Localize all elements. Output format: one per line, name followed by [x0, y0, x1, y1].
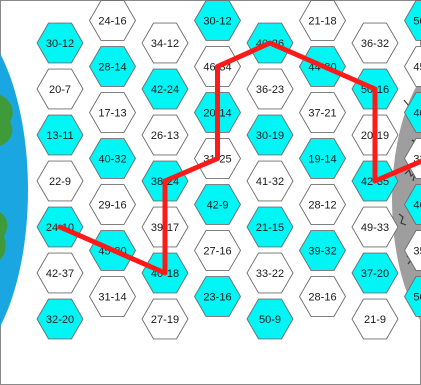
- hex-cell-label: 37-20: [361, 268, 389, 280]
- hex-cell[interactable]: [36, 252, 84, 294]
- hex-cell[interactable]: [298, 184, 347, 225]
- hex-cell[interactable]: [351, 298, 399, 340]
- hex-cell-label: 30-12: [203, 16, 231, 28]
- hex-cell[interactable]: [351, 22, 399, 64]
- route-path-line: [57, 40, 421, 276]
- hex-cell-label: 30-19: [256, 130, 284, 142]
- hex-cell-label: 40-27: [413, 108, 421, 120]
- hex-cell-label: 22-9: [49, 176, 71, 188]
- hex-cell[interactable]: [403, 184, 421, 225]
- hex-cell-label: 26-13: [151, 130, 179, 142]
- hex-cell[interactable]: [246, 114, 294, 156]
- hex-cell-label: 27-19: [151, 314, 179, 326]
- hex-cell-label: 24-16: [98, 16, 126, 28]
- hex-cell[interactable]: [298, 0, 347, 41]
- hex-cell[interactable]: [298, 230, 347, 271]
- hex-cell-label: 28-12: [308, 200, 336, 212]
- hex-cell[interactable]: [193, 230, 242, 271]
- hex-cell[interactable]: [141, 114, 189, 156]
- hex-cell[interactable]: [403, 230, 421, 271]
- hex-cell[interactable]: [193, 184, 242, 225]
- hex-cell[interactable]: [351, 252, 399, 294]
- hex-cell[interactable]: [36, 22, 84, 64]
- hex-cell-label: 32-20: [46, 314, 74, 326]
- hex-cell-label: 42-9: [206, 200, 228, 212]
- hex-cell[interactable]: [88, 92, 137, 133]
- hex-cell[interactable]: [88, 46, 137, 87]
- hex-cell[interactable]: [88, 138, 137, 179]
- hex-cell-label: 29-16: [98, 200, 126, 212]
- hex-cell-label: 40-32: [98, 154, 126, 166]
- hex-cell[interactable]: [246, 68, 294, 110]
- hex-cell-label: 49-33: [361, 222, 389, 234]
- hex-cell-label: 33-18: [413, 154, 421, 166]
- hex-cell[interactable]: [36, 160, 84, 202]
- hex-cell-label: 23-16: [203, 292, 231, 304]
- hex-cell-label: 50-24: [413, 16, 421, 28]
- hex-cell-grid: [36, 0, 421, 340]
- hex-cell[interactable]: [298, 92, 347, 133]
- hex-cell[interactable]: [36, 68, 84, 110]
- hex-cell-label: 36-23: [256, 84, 284, 96]
- hex-cell-label: 30-12: [46, 38, 74, 50]
- hex-cell-label: 33-22: [256, 268, 284, 280]
- hex-cell[interactable]: [246, 160, 294, 202]
- hex-cell[interactable]: [88, 0, 137, 41]
- hex-cell-label: 36-32: [361, 38, 389, 50]
- hex-cell-label: 34-12: [151, 38, 179, 50]
- earth-icon: [0, 53, 28, 327]
- hex-cell-label: 35-26: [413, 246, 421, 258]
- hex-cell[interactable]: [246, 298, 294, 340]
- hex-cell-label: 50-9: [259, 314, 281, 326]
- hex-cell-label: 21-18: [308, 16, 336, 28]
- hex-cell[interactable]: [141, 298, 189, 340]
- hex-cell-label: 17-13: [98, 108, 126, 120]
- hex-cell-label: 39-32: [308, 246, 336, 258]
- hex-cell[interactable]: [88, 276, 137, 317]
- hex-cell-label: 42-24: [151, 84, 179, 96]
- hex-cell-label: 41-32: [256, 176, 284, 188]
- hex-cell[interactable]: [36, 298, 84, 340]
- hex-cell[interactable]: [351, 206, 399, 248]
- hex-cell[interactable]: [403, 92, 421, 133]
- hex-cell[interactable]: [36, 114, 84, 156]
- hex-cell-label: 45-38: [413, 62, 421, 74]
- hex-cell-label: 37-21: [308, 108, 336, 120]
- hex-cell[interactable]: [193, 276, 242, 317]
- hex-cell-label: 50-36: [413, 292, 421, 304]
- hex-cell[interactable]: [141, 68, 189, 110]
- hex-cell[interactable]: [141, 22, 189, 64]
- hex-cell-label: 31-14: [98, 292, 126, 304]
- hex-cell-label: 27-16: [203, 246, 231, 258]
- hex-cell-label: 42-37: [46, 268, 74, 280]
- hex-cell[interactable]: [246, 206, 294, 248]
- hex-cell[interactable]: [246, 252, 294, 294]
- hex-cell[interactable]: [403, 46, 421, 87]
- hex-cell-label: 19-14: [308, 154, 336, 166]
- hex-cell[interactable]: [193, 0, 242, 41]
- hex-cell[interactable]: [403, 138, 421, 179]
- hex-cell-label: 21-15: [256, 222, 284, 234]
- hex-cell[interactable]: [403, 0, 421, 41]
- hex-cell[interactable]: [88, 184, 137, 225]
- hex-cell[interactable]: [298, 276, 347, 317]
- hex-cell-label: 28-14: [98, 62, 126, 74]
- hex-cell-label: 13-11: [46, 130, 73, 142]
- hex-cell-label: 21-9: [364, 314, 386, 326]
- hex-cell-label: 46-29: [413, 200, 421, 212]
- hex-cell-label: 28-16: [308, 292, 336, 304]
- hex-cell[interactable]: [298, 138, 347, 179]
- hex-cell-label: 20-7: [49, 84, 71, 96]
- hex-cell[interactable]: [403, 276, 421, 317]
